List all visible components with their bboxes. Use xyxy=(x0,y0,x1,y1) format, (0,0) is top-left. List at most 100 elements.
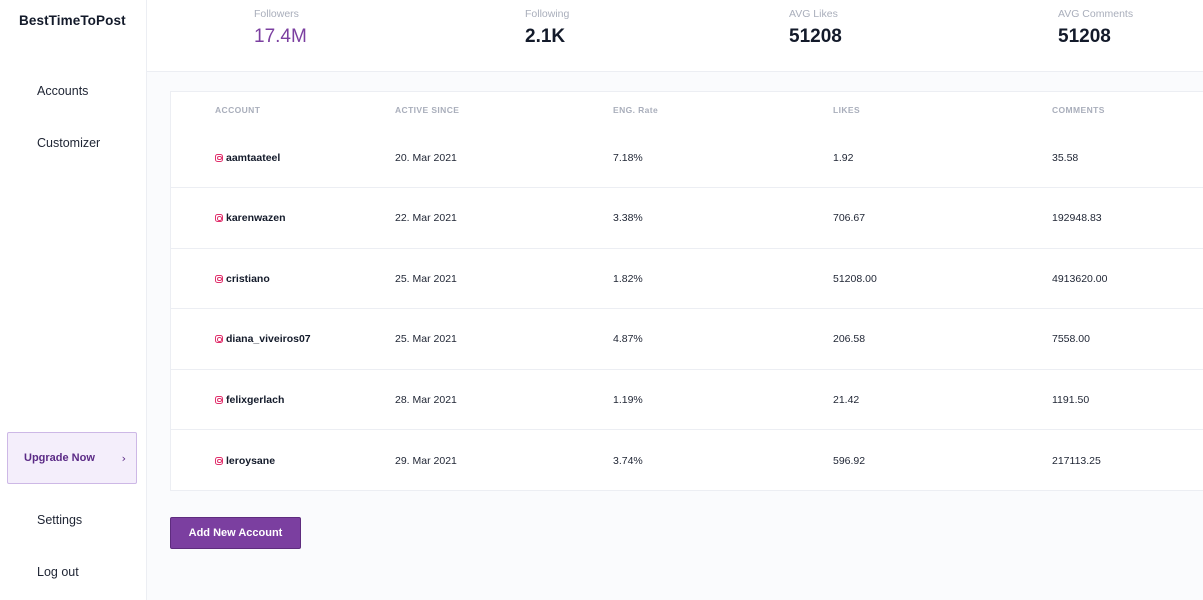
cell-eng-rate-text: 1.19% xyxy=(613,393,643,406)
sidebar: BestTimeToPost Accounts Customizer Upgra… xyxy=(0,0,147,600)
cell-eng-rate-text: 1.82% xyxy=(613,272,643,285)
cell-account[interactable]: diana_viveiros07 xyxy=(215,310,311,369)
cell-active-since: 20. Mar 2021 xyxy=(395,128,457,187)
cell-likes-text: 1.92 xyxy=(833,151,854,164)
instagram-icon xyxy=(215,456,223,465)
header-active-since[interactable]: ACTIVE SINCE xyxy=(395,105,460,115)
cell-eng-rate: 7.18% xyxy=(613,128,643,187)
cell-account[interactable]: leroysane xyxy=(215,431,275,491)
cell-active-since: 28. Mar 2021 xyxy=(395,370,457,429)
table-row[interactable]: aamtaateel 20. Mar 2021 7.18% 1.92 35.58 xyxy=(171,128,1203,188)
header-likes[interactable]: LIKES xyxy=(833,105,861,115)
cell-likes: 596.92 xyxy=(833,431,865,491)
cell-eng-rate-text: 7.18% xyxy=(613,151,643,164)
cell-active-since-text: 20. Mar 2021 xyxy=(395,151,457,164)
instagram-icon xyxy=(215,395,223,404)
stat-label: AVG Likes xyxy=(789,8,838,20)
cell-active-since-text: 25. Mar 2021 xyxy=(395,272,457,285)
cell-likes-text: 706.67 xyxy=(833,212,866,224)
cell-likes-text: 596.92 xyxy=(833,454,866,467)
cell-likes-text: 51208.00 xyxy=(833,272,877,285)
cell-active-since-text: 25. Mar 2021 xyxy=(395,333,457,345)
stat-value: 17.4M xyxy=(254,26,307,47)
upgrade-now-label: Upgrade Now xyxy=(24,452,95,464)
header-comments[interactable]: COMMENTS xyxy=(1052,105,1105,115)
cell-comments: 1191.50 xyxy=(1052,370,1089,429)
stat-value: 2.1K xyxy=(525,26,566,47)
cell-account-text: aamtaateel xyxy=(226,151,281,164)
nav-settings[interactable]: Settings xyxy=(37,513,83,527)
cell-eng-rate: 4.87% xyxy=(613,310,643,369)
cell-comments: 217113.25 xyxy=(1052,431,1101,491)
cell-account-text: karenwazen xyxy=(226,212,286,224)
add-new-account-button[interactable]: Add New Account xyxy=(170,517,301,549)
cell-active-since-text: 29. Mar 2021 xyxy=(395,454,457,467)
table-row[interactable]: felixgerlach 28. Mar 2021 1.19% 21.42 1191.5… xyxy=(171,370,1203,430)
instagram-icon xyxy=(215,335,223,343)
table-row[interactable]: karenwazen 22. Mar 2021 3.38% 706.67 192948.… xyxy=(171,189,1203,249)
cell-likes: 51208.00 xyxy=(833,249,877,308)
cell-comments: 7558.00 xyxy=(1052,310,1090,369)
instagram-icon xyxy=(215,153,223,162)
stat-following: Following 2.1K xyxy=(525,8,569,48)
table-header: ACCOUNT ACTIVE SINCE ENG. Rate LIKES COM… xyxy=(171,92,1203,128)
cell-comments: 4913620.00 xyxy=(1052,249,1107,308)
cell-active-since: 22. Mar 2021 xyxy=(395,189,457,248)
accounts-table: ACCOUNT ACTIVE SINCE ENG. Rate LIKES COM… xyxy=(170,91,1203,491)
cell-active-since-text: 22. Mar 2021 xyxy=(395,212,457,224)
cell-comments: 192948.83 xyxy=(1052,189,1102,248)
cell-account-text: leroysane xyxy=(226,454,276,467)
stat-label: AVG Comments xyxy=(1058,8,1134,20)
brand-logo[interactable]: BestTimeToPost xyxy=(19,13,126,28)
stat-avg-comments: AVG Comments 51208 xyxy=(1058,8,1133,48)
header-eng-rate[interactable]: ENG. Rate xyxy=(613,105,659,115)
cell-active-since: 25. Mar 2021 xyxy=(395,249,457,308)
cell-active-since: 25. Mar 2021 xyxy=(395,310,457,369)
nav-accounts[interactable]: Accounts xyxy=(37,84,89,98)
cell-account[interactable]: cristiano xyxy=(215,249,270,308)
nav-log-out[interactable]: Log out xyxy=(37,565,79,579)
cell-account[interactable]: karenwazen xyxy=(215,189,286,248)
cell-eng-rate: 3.74% xyxy=(613,431,643,491)
cell-eng-rate: 1.82% xyxy=(613,249,643,308)
cell-account-text: cristiano xyxy=(226,272,270,285)
cell-likes: 706.67 xyxy=(833,189,865,248)
cell-eng-rate-text: 4.87% xyxy=(613,333,643,345)
cell-comments-text: 4913620.00 xyxy=(1052,272,1108,285)
stat-label: Following xyxy=(525,8,570,20)
cell-account-text: diana_viveiros07 xyxy=(226,333,311,345)
cell-likes-text: 21.42 xyxy=(833,393,860,406)
cell-account[interactable]: felixgerlach xyxy=(215,370,284,429)
cell-eng-rate: 1.19% xyxy=(613,370,643,429)
cell-likes: 21.42 xyxy=(833,370,859,429)
cell-account-text: felixgerlach xyxy=(226,393,285,406)
table-row[interactable]: cristiano 25. Mar 2021 1.82% 51208.00 491362… xyxy=(171,249,1203,309)
cell-likes: 1.92 xyxy=(833,128,853,187)
cell-comments-text: 7558.00 xyxy=(1052,333,1090,345)
stat-value: 51208 xyxy=(789,26,842,47)
cell-likes: 206.58 xyxy=(833,310,865,369)
cell-comments-text: 217113.25 xyxy=(1052,454,1101,467)
cell-comments-text: 192948.83 xyxy=(1052,212,1102,224)
upgrade-now-button[interactable]: Upgrade Now › xyxy=(7,432,137,484)
cell-active-since: 29. Mar 2021 xyxy=(395,431,457,491)
cell-comments-text: 35.58 xyxy=(1052,151,1079,164)
cell-active-since-text: 28. Mar 2021 xyxy=(395,393,457,406)
stat-avg-likes: AVG Likes 51208 xyxy=(789,8,842,48)
cell-eng-rate: 3.38% xyxy=(613,189,643,248)
cell-comments: 35.58 xyxy=(1052,128,1078,187)
header-account[interactable]: ACCOUNT xyxy=(215,105,261,115)
chevron-right-icon: › xyxy=(121,451,126,465)
instagram-icon xyxy=(215,214,223,222)
cell-likes-text: 206.58 xyxy=(833,333,866,345)
cell-eng-rate-text: 3.74% xyxy=(613,454,643,467)
table-row[interactable]: leroysane 29. Mar 2021 3.74% 596.92 217113.2… xyxy=(171,431,1203,491)
stat-label: Followers xyxy=(254,8,299,20)
cell-eng-rate-text: 3.38% xyxy=(613,212,643,224)
cell-account[interactable]: aamtaateel xyxy=(215,128,280,187)
stats-bar: Followers 17.4M Following 2.1K AVG Likes… xyxy=(147,0,1203,72)
stat-value: 51208 xyxy=(1058,26,1111,47)
nav-customizer[interactable]: Customizer xyxy=(37,136,101,150)
table-row[interactable]: diana_viveiros07 25. Mar 2021 4.87% 206.58 7… xyxy=(171,310,1203,370)
stat-followers: Followers 17.4M xyxy=(254,8,307,48)
